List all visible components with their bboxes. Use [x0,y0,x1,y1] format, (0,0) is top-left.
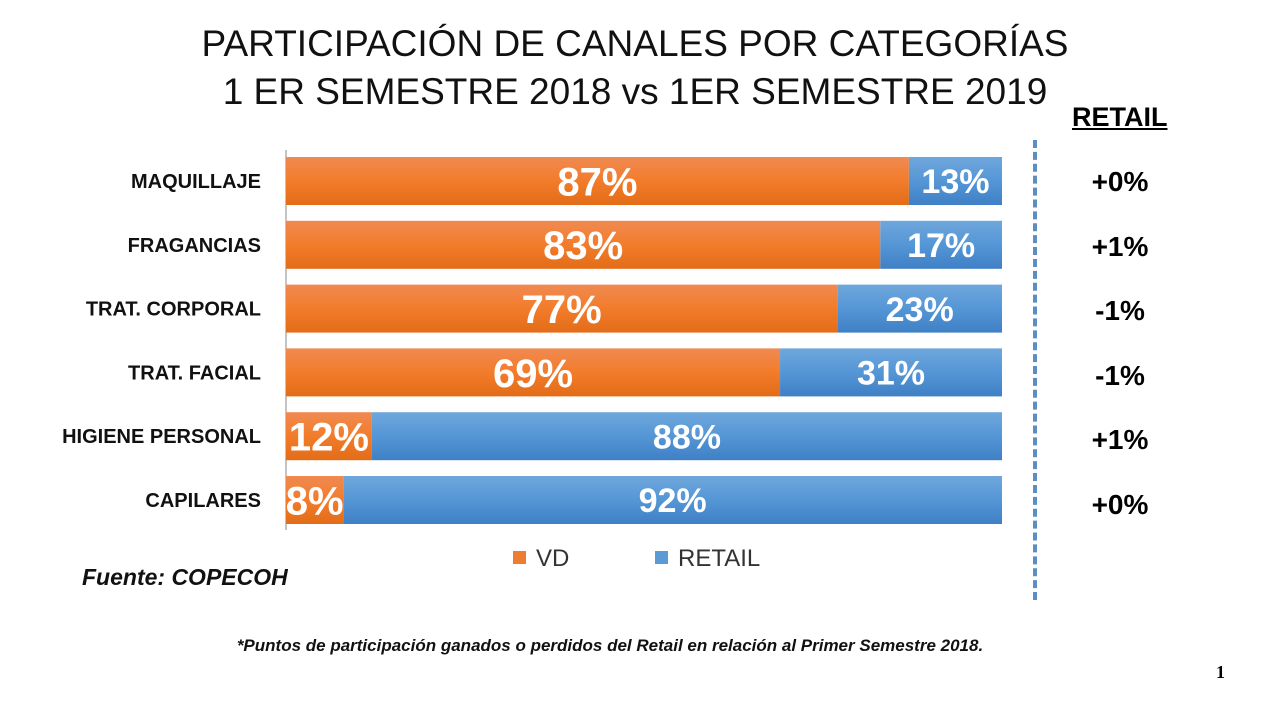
data-label: 88% [653,418,721,456]
legend-label: VD [536,545,569,572]
category-label: HIGIENE PERSONAL [62,426,261,448]
category-label: TRAT. CORPORAL [86,299,261,321]
data-label: 13% [921,163,989,201]
divider-dashed-line [1033,140,1037,600]
bar-retail [371,412,1002,461]
page-number: 1 [1216,662,1225,682]
bar-vd [286,476,344,524]
retail-change-value: -1% [1095,295,1145,326]
chart-title: PARTICIPACIÓN DE CANALES POR CATEGORÍAS [201,23,1069,64]
legend-label: RETAIL [678,545,760,572]
category-label: TRAT. FACIAL [128,362,261,384]
legend-swatch-retail [655,551,668,564]
data-label: 92% [639,482,707,520]
bar-retail [880,220,1002,269]
retail-change-value: +1% [1091,424,1149,455]
data-label: 17% [907,227,975,265]
bar-vd [286,284,838,333]
bar-retail [343,476,1002,524]
bar-retail [780,348,1002,397]
category-label: CAPILARES [145,490,261,512]
bar-vd [286,412,372,461]
category-label: FRAGANCIAS [128,235,261,257]
source-note: Fuente: COPECOH [82,564,288,590]
data-label: 69% [493,352,573,396]
chart-subtitle: 1 ER SEMESTRE 2018 vs 1ER SEMESTRE 2019 [222,71,1048,112]
footnote: *Puntos de participación ganados o perdi… [236,636,984,655]
data-label: 23% [886,291,954,329]
data-label: 12% [289,416,369,460]
bar-vd [286,348,781,397]
retail-change-header: RETAIL [1072,102,1168,132]
data-label: 83% [543,224,623,268]
retail-change-value: +1% [1091,230,1149,262]
data-label: 31% [857,355,925,393]
bar-retail [908,157,1002,205]
category-label: MAQUILLAJE [131,171,261,193]
retail-change-value: +0% [1091,488,1149,520]
data-label: 8% [286,479,344,523]
retail-change-value: +0% [1091,166,1149,197]
bar-retail [837,284,1002,333]
legend-swatch-vd [513,551,526,564]
data-label: 77% [522,288,602,332]
bar-vd [286,157,909,205]
retail-change-value: -1% [1095,359,1145,391]
bar-vd [286,220,881,269]
data-label: 87% [557,160,637,204]
